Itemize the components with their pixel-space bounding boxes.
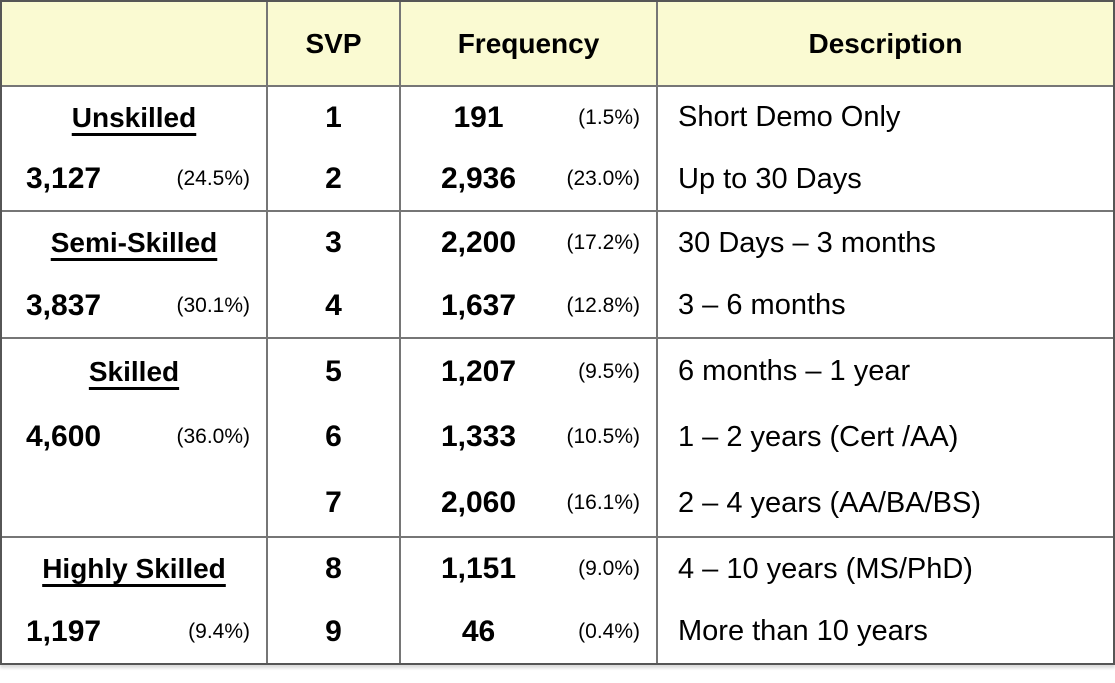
frequency-percent: (0.4%) — [578, 619, 640, 643]
frequency-value: 1,151 — [440, 552, 517, 586]
svp-value: 2 — [325, 162, 342, 196]
frequency-row: 1,637 (12.8%) — [401, 275, 656, 338]
svp-cell: 8 9 — [268, 538, 401, 663]
frequency-row: 2,060 (16.1%) — [401, 470, 656, 536]
svp-frequency-table: SVP Frequency Description Unskilled 3,12… — [0, 0, 1115, 665]
category-total-percent: (9.4%) — [188, 619, 250, 643]
category-title: Unskilled — [71, 101, 197, 133]
category-total-value: 4,600 — [26, 420, 102, 454]
frequency-row: 1,151 (9.0%) — [401, 538, 656, 601]
header-category — [2, 2, 268, 85]
category-title-line: Semi-Skilled — [2, 212, 266, 275]
frequency-value: 2,060 — [440, 486, 517, 520]
frequency-row: 46 (0.4%) — [401, 601, 656, 664]
category-total-value: 1,197 — [26, 614, 102, 648]
svp-cell: 5 6 7 — [268, 339, 401, 536]
frequency-percent: (12.8%) — [566, 293, 640, 317]
frequency-percent: (10.5%) — [566, 425, 640, 449]
category-total-percent: (36.0%) — [176, 425, 250, 449]
category-total-value: 3,127 — [26, 162, 102, 196]
header-description: Description — [808, 27, 963, 59]
frequency-cell: 1,207 (9.5%) 1,333 (10.5%) 2,060 (16.1%) — [401, 339, 658, 536]
svp-value: 3 — [325, 226, 342, 260]
category-total-line: 1,197 (9.4%) — [2, 601, 266, 664]
category-title-line: Skilled — [2, 339, 266, 405]
description-text: 2 – 4 years (AA/BA/BS) — [678, 486, 982, 519]
frequency-value: 1,637 — [440, 288, 517, 322]
frequency-row: 1,207 (9.5%) — [401, 339, 656, 405]
svp-value: 7 — [325, 486, 342, 520]
description-cell: Short Demo Only Up to 30 Days — [658, 87, 1113, 210]
svp-value: 4 — [325, 288, 342, 322]
category-total-percent: (30.1%) — [176, 293, 250, 317]
svp-value: 6 — [325, 420, 342, 454]
category-title: Skilled — [88, 355, 180, 387]
frequency-cell: 2,200 (17.2%) 1,637 (12.8%) — [401, 212, 658, 337]
svp-value: 8 — [325, 552, 342, 586]
category-title: Semi-Skilled — [50, 227, 218, 259]
table-header-row: SVP Frequency Description — [2, 2, 1113, 85]
svp-value: 9 — [325, 614, 342, 648]
frequency-percent: (9.0%) — [578, 557, 640, 581]
frequency-percent: (23.0%) — [566, 167, 640, 191]
description-text: Up to 30 Days — [678, 162, 862, 195]
table-group-skilled: Skilled 4,600 (36.0%) 5 6 7 1,207 (9.5%)… — [2, 337, 1113, 536]
frequency-percent: (16.1%) — [566, 491, 640, 515]
table-group-unskilled: Unskilled 3,127 (24.5%) 1 2 191 (1.5%) 2… — [2, 85, 1113, 210]
frequency-value: 2,936 — [440, 162, 517, 196]
svp-value: 5 — [325, 354, 342, 388]
frequency-value: 46 — [461, 614, 496, 648]
frequency-row: 2,200 (17.2%) — [401, 212, 656, 275]
description-cell: 30 Days – 3 months 3 – 6 months — [658, 212, 1113, 337]
category-total-line: 3,837 (30.1%) — [2, 275, 266, 338]
description-text: More than 10 years — [678, 615, 928, 648]
frequency-cell: 191 (1.5%) 2,936 (23.0%) — [401, 87, 658, 210]
category-cell: Semi-Skilled 3,837 (30.1%) — [2, 212, 268, 337]
category-total-line: 3,127 (24.5%) — [2, 149, 266, 211]
table-group-semi-skilled: Semi-Skilled 3,837 (30.1%) 3 4 2,200 (17… — [2, 210, 1113, 337]
category-cell: Unskilled 3,127 (24.5%) — [2, 87, 268, 210]
frequency-value: 1,207 — [440, 354, 517, 388]
frequency-row: 2,936 (23.0%) — [401, 149, 656, 211]
category-total-percent: (24.5%) — [176, 167, 250, 191]
description-text: Short Demo Only — [678, 101, 901, 134]
category-cell: Highly Skilled 1,197 (9.4%) — [2, 538, 268, 663]
description-text: 3 – 6 months — [678, 289, 846, 322]
category-title-line: Highly Skilled — [2, 538, 266, 601]
frequency-percent: (17.2%) — [566, 231, 640, 255]
category-total-value: 3,837 — [26, 288, 102, 322]
frequency-row: 1,333 (10.5%) — [401, 405, 656, 471]
category-cell: Skilled 4,600 (36.0%) — [2, 339, 268, 536]
description-text: 1 – 2 years (Cert /AA) — [678, 420, 959, 453]
frequency-percent: (1.5%) — [578, 105, 640, 129]
description-text: 4 – 10 years (MS/PhD) — [678, 552, 973, 585]
frequency-percent: (9.5%) — [578, 359, 640, 383]
frequency-value: 1,333 — [440, 420, 517, 454]
category-total-line: 4,600 (36.0%) — [2, 405, 266, 471]
header-svp: SVP — [268, 2, 401, 85]
frequency-value: 191 — [453, 100, 504, 134]
description-text: 6 months – 1 year — [678, 355, 911, 388]
description-cell: 6 months – 1 year 1 – 2 years (Cert /AA)… — [658, 339, 1113, 536]
frequency-value: 2,200 — [440, 226, 517, 260]
description-cell: 4 – 10 years (MS/PhD) More than 10 years — [658, 538, 1113, 663]
description-text: 30 Days – 3 months — [678, 226, 936, 259]
header-frequency: Frequency — [401, 2, 658, 85]
svp-cell: 3 4 — [268, 212, 401, 337]
frequency-cell: 1,151 (9.0%) 46 (0.4%) — [401, 538, 658, 663]
svp-value: 1 — [325, 100, 342, 134]
frequency-row: 191 (1.5%) — [401, 87, 656, 149]
category-title-line: Unskilled — [2, 87, 266, 149]
svp-cell: 1 2 — [268, 87, 401, 210]
category-title: Highly Skilled — [42, 553, 226, 585]
table-group-highly-skilled: Highly Skilled 1,197 (9.4%) 8 9 1,151 (9… — [2, 536, 1113, 663]
